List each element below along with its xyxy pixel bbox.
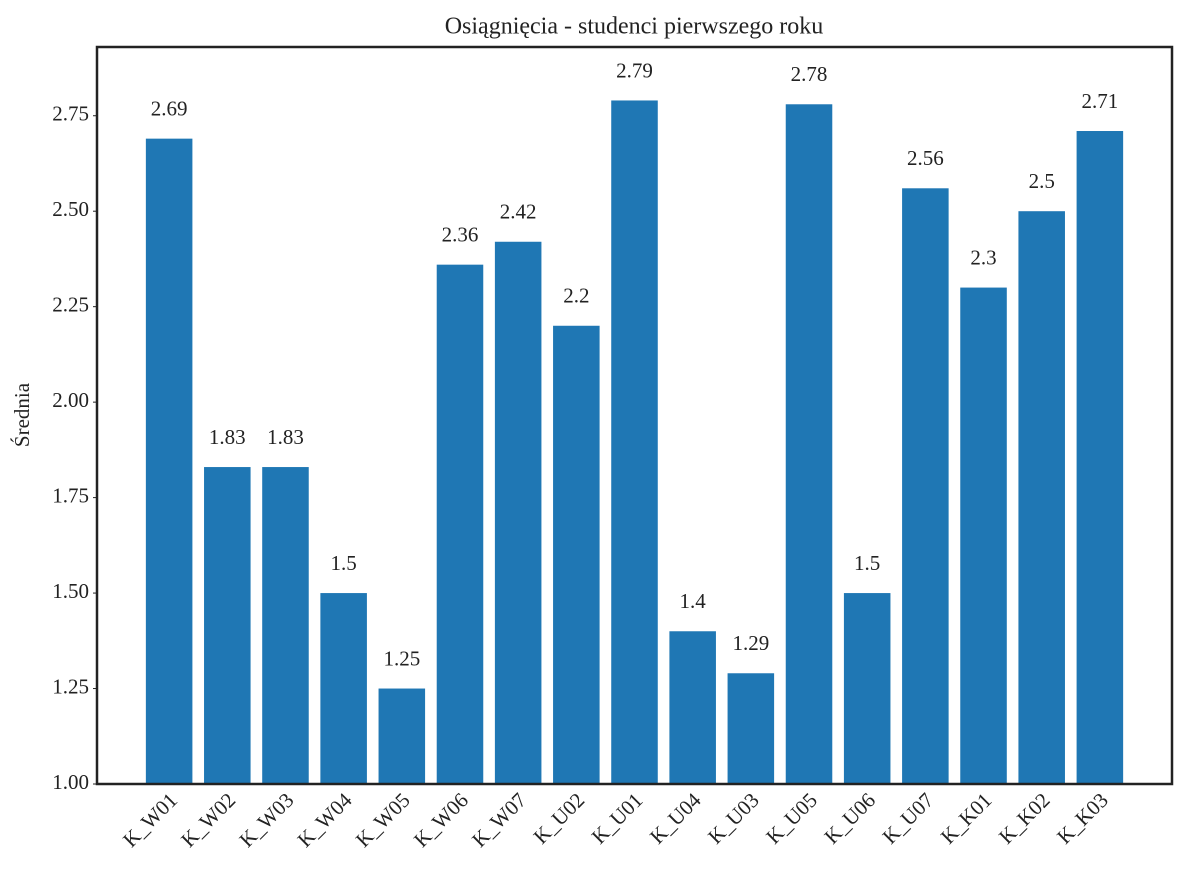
x-tick-label: K_W03 [234, 788, 298, 852]
x-tick-label: K_K01 [936, 788, 997, 849]
x-tick-label: K_W07 [467, 788, 531, 852]
bar [1018, 211, 1065, 784]
x-tick-label: K_W02 [176, 788, 240, 852]
value-label: 2.71 [1081, 89, 1118, 113]
bar [611, 100, 658, 785]
value-label: 2.69 [151, 96, 188, 120]
x-tick-label: K_U06 [819, 788, 880, 849]
bar [553, 325, 600, 784]
plot-frame [95, 45, 1174, 786]
value-label: 2.3 [970, 245, 996, 269]
x-tick-label: K_W05 [351, 788, 415, 852]
y-tick-label: 2.50 [52, 197, 89, 221]
value-label: 2.42 [500, 200, 537, 224]
bar [320, 593, 367, 784]
bar [262, 467, 309, 784]
bar [378, 688, 426, 784]
x-tick-label: K_W01 [118, 788, 182, 852]
value-label: 1.5 [331, 551, 357, 575]
value-label: 2.56 [907, 146, 944, 170]
value-label: 1.29 [732, 631, 769, 655]
x-tick-label: K_U05 [761, 788, 822, 849]
x-tick-label: K_W06 [409, 788, 473, 852]
bar [902, 188, 949, 784]
bar [204, 467, 251, 784]
y-tick-label: 2.25 [52, 292, 89, 316]
x-tick-label: K_K02 [994, 788, 1055, 849]
bar [494, 241, 542, 785]
bar [145, 138, 193, 784]
value-label: 2.79 [616, 58, 653, 82]
y-tick-label: 2.75 [52, 102, 89, 126]
value-label: 1.5 [854, 551, 880, 575]
x-tick-label: K_K03 [1052, 788, 1113, 849]
y-tick-label: 1.00 [52, 770, 89, 794]
value-label: 2.78 [791, 62, 828, 86]
value-label: 2.2 [563, 284, 589, 308]
bar [785, 104, 833, 785]
bar [669, 631, 716, 784]
y-tick-label: 1.75 [52, 483, 89, 507]
bar [1076, 131, 1124, 784]
x-tick-label: K_U02 [529, 788, 590, 849]
y-axis-label: Średnia [10, 382, 34, 447]
bar [436, 264, 484, 784]
x-tick-label: K_U03 [703, 788, 764, 849]
chart-title: Osiągnięcia - studenci pierwszego roku [445, 14, 824, 40]
bar [843, 593, 891, 784]
x-tick-label: K_U04 [645, 788, 706, 849]
y-tick-label: 1.50 [52, 579, 89, 603]
x-tick-label: K_U01 [587, 788, 648, 849]
y-tick-label: 1.25 [52, 674, 89, 698]
x-tick-label: K_U07 [878, 788, 939, 849]
bar [960, 287, 1007, 784]
value-label: 2.36 [442, 222, 479, 246]
value-label: 1.83 [209, 425, 246, 449]
value-label: 1.83 [267, 425, 304, 449]
x-tick-label: K_W04 [293, 788, 357, 852]
y-tick-label: 2.00 [52, 388, 89, 412]
value-label: 1.4 [680, 589, 707, 613]
bar [727, 673, 775, 784]
value-label: 1.25 [383, 646, 420, 670]
value-label: 2.5 [1029, 169, 1055, 193]
